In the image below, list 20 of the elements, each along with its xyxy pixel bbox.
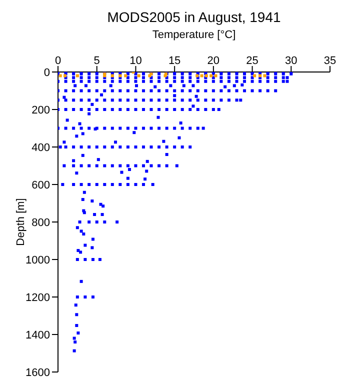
x-tick-label: 0	[54, 55, 62, 67]
chart-title: MODS2005 in August, 1941	[106, 8, 282, 26]
y-tick-label: 1200	[26, 292, 50, 304]
y-axis-title: Depth [m]	[14, 198, 27, 246]
x-tick-label: 20	[207, 55, 220, 67]
x-tick-label: 30	[285, 55, 298, 67]
y-tick-label: 400	[32, 142, 50, 154]
y-tick-label: 1600	[26, 366, 50, 379]
y-tick-label: 1400	[26, 329, 50, 342]
x-axis-title: Temperature [°C]	[152, 28, 236, 41]
x-tick-label: 25	[246, 55, 258, 67]
y-tick-label: 600	[32, 179, 50, 192]
y-tick-label: 0	[44, 66, 50, 79]
y-tick-label: 1000	[26, 254, 50, 266]
x-tick-label: 15	[168, 55, 181, 67]
x-tick-label: 5	[94, 55, 100, 67]
y-tick-label: 800	[32, 216, 50, 229]
x-tick-label: 35	[324, 55, 336, 67]
y-tick-label: 200	[32, 104, 50, 116]
x-tick-label: 10	[130, 55, 142, 67]
